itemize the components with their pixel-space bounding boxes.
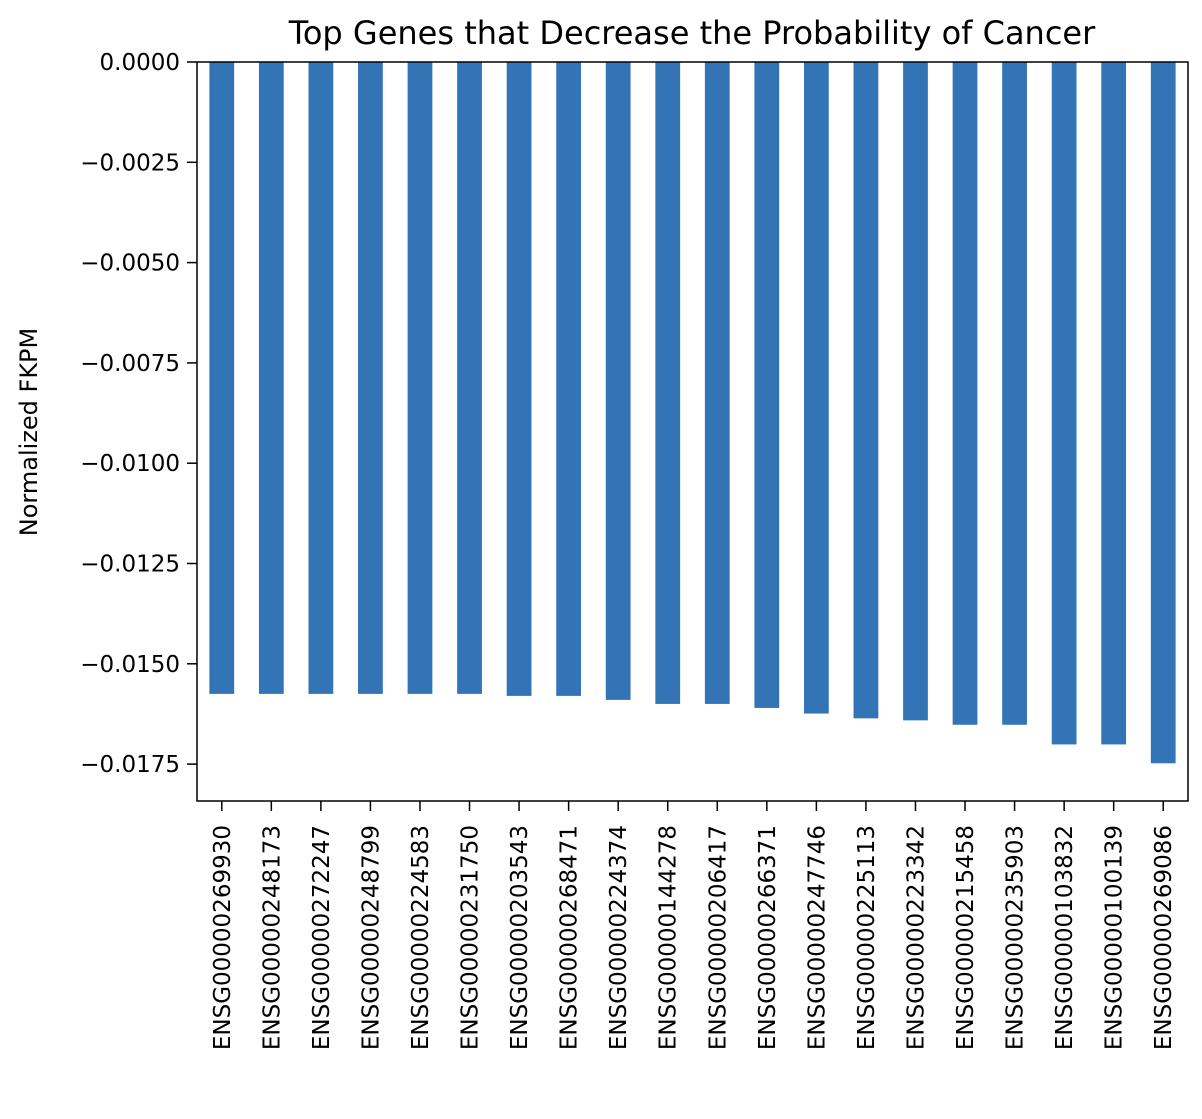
y-tick-label: −0.0100: [80, 451, 180, 477]
plot-frame: [196, 61, 1189, 802]
x-tick-label: ENSG00000215458: [953, 825, 979, 1050]
x-tick-label: ENSG00000247746: [804, 825, 830, 1050]
x-tick-label: ENSG00000225113: [854, 825, 880, 1050]
x-tick-label: ENSG00000235903: [1003, 825, 1029, 1050]
bar: [506, 62, 532, 696]
bar: [754, 62, 780, 708]
bar: [853, 62, 879, 719]
bar: [556, 62, 582, 696]
y-tick-label: −0.0075: [80, 351, 180, 377]
bar: [209, 62, 235, 694]
x-tick-label: ENSG00000224374: [606, 825, 632, 1050]
y-tick-label: −0.0175: [80, 752, 180, 778]
bar: [704, 62, 730, 704]
y-axis: 0.0000 −0.0025 −0.0050 −0.0075 −0.0100 −0.012…: [80, 50, 197, 778]
x-tick-label: ENSG00000203543: [507, 825, 533, 1050]
x-tick-label: ENSG00000231750: [458, 825, 484, 1050]
y-tick-label: −0.0125: [80, 551, 180, 577]
x-tick-label: ENSG00000268471: [557, 825, 583, 1050]
bar: [457, 62, 482, 694]
x-tick-label: ENSG00000144278: [656, 825, 682, 1050]
x-axis: ENSG00000269930 ENSG00000248173 ENSG000002…: [210, 801, 1177, 1050]
x-tick-label: ENSG00000100139: [1102, 825, 1128, 1050]
x-tick-label: ENSG00000272247: [309, 825, 335, 1050]
y-tick-label: −0.0150: [80, 652, 180, 678]
bar: [803, 62, 829, 714]
x-tick-label: ENSG00000269086: [1151, 825, 1177, 1050]
y-axis-label: Normalized FKPM: [15, 328, 43, 536]
x-tick-label: ENSG00000224583: [408, 825, 434, 1050]
bar: [655, 62, 681, 704]
bar: [605, 62, 631, 700]
bar: [1150, 62, 1176, 764]
bar: [1002, 62, 1027, 725]
y-tick-label: 0.0000: [100, 50, 180, 76]
bar: [1101, 62, 1127, 745]
bar: [258, 62, 284, 694]
bar: [358, 62, 383, 694]
y-tick-label: −0.0050: [80, 251, 180, 277]
x-tick-label: ENSG00000266371: [755, 825, 781, 1050]
bar: [407, 62, 433, 694]
x-tick-label: ENSG00000248173: [259, 825, 285, 1050]
bar: [308, 62, 334, 694]
y-tick-label: −0.0025: [80, 150, 180, 176]
x-tick-label: ENSG00000248799: [358, 825, 384, 1050]
chart-title: Top Genes that Decrease the Probability …: [288, 14, 1096, 52]
x-tick-label: ENSG00000206417: [705, 825, 731, 1050]
x-tick-label: ENSG00000103832: [1052, 825, 1078, 1050]
bar: [1051, 62, 1077, 745]
bar: [952, 62, 978, 725]
x-tick-label: ENSG00000223342: [903, 825, 929, 1050]
bars-group: [209, 62, 1176, 764]
x-tick-label: ENSG00000269930: [210, 825, 236, 1050]
bar: [903, 62, 928, 721]
